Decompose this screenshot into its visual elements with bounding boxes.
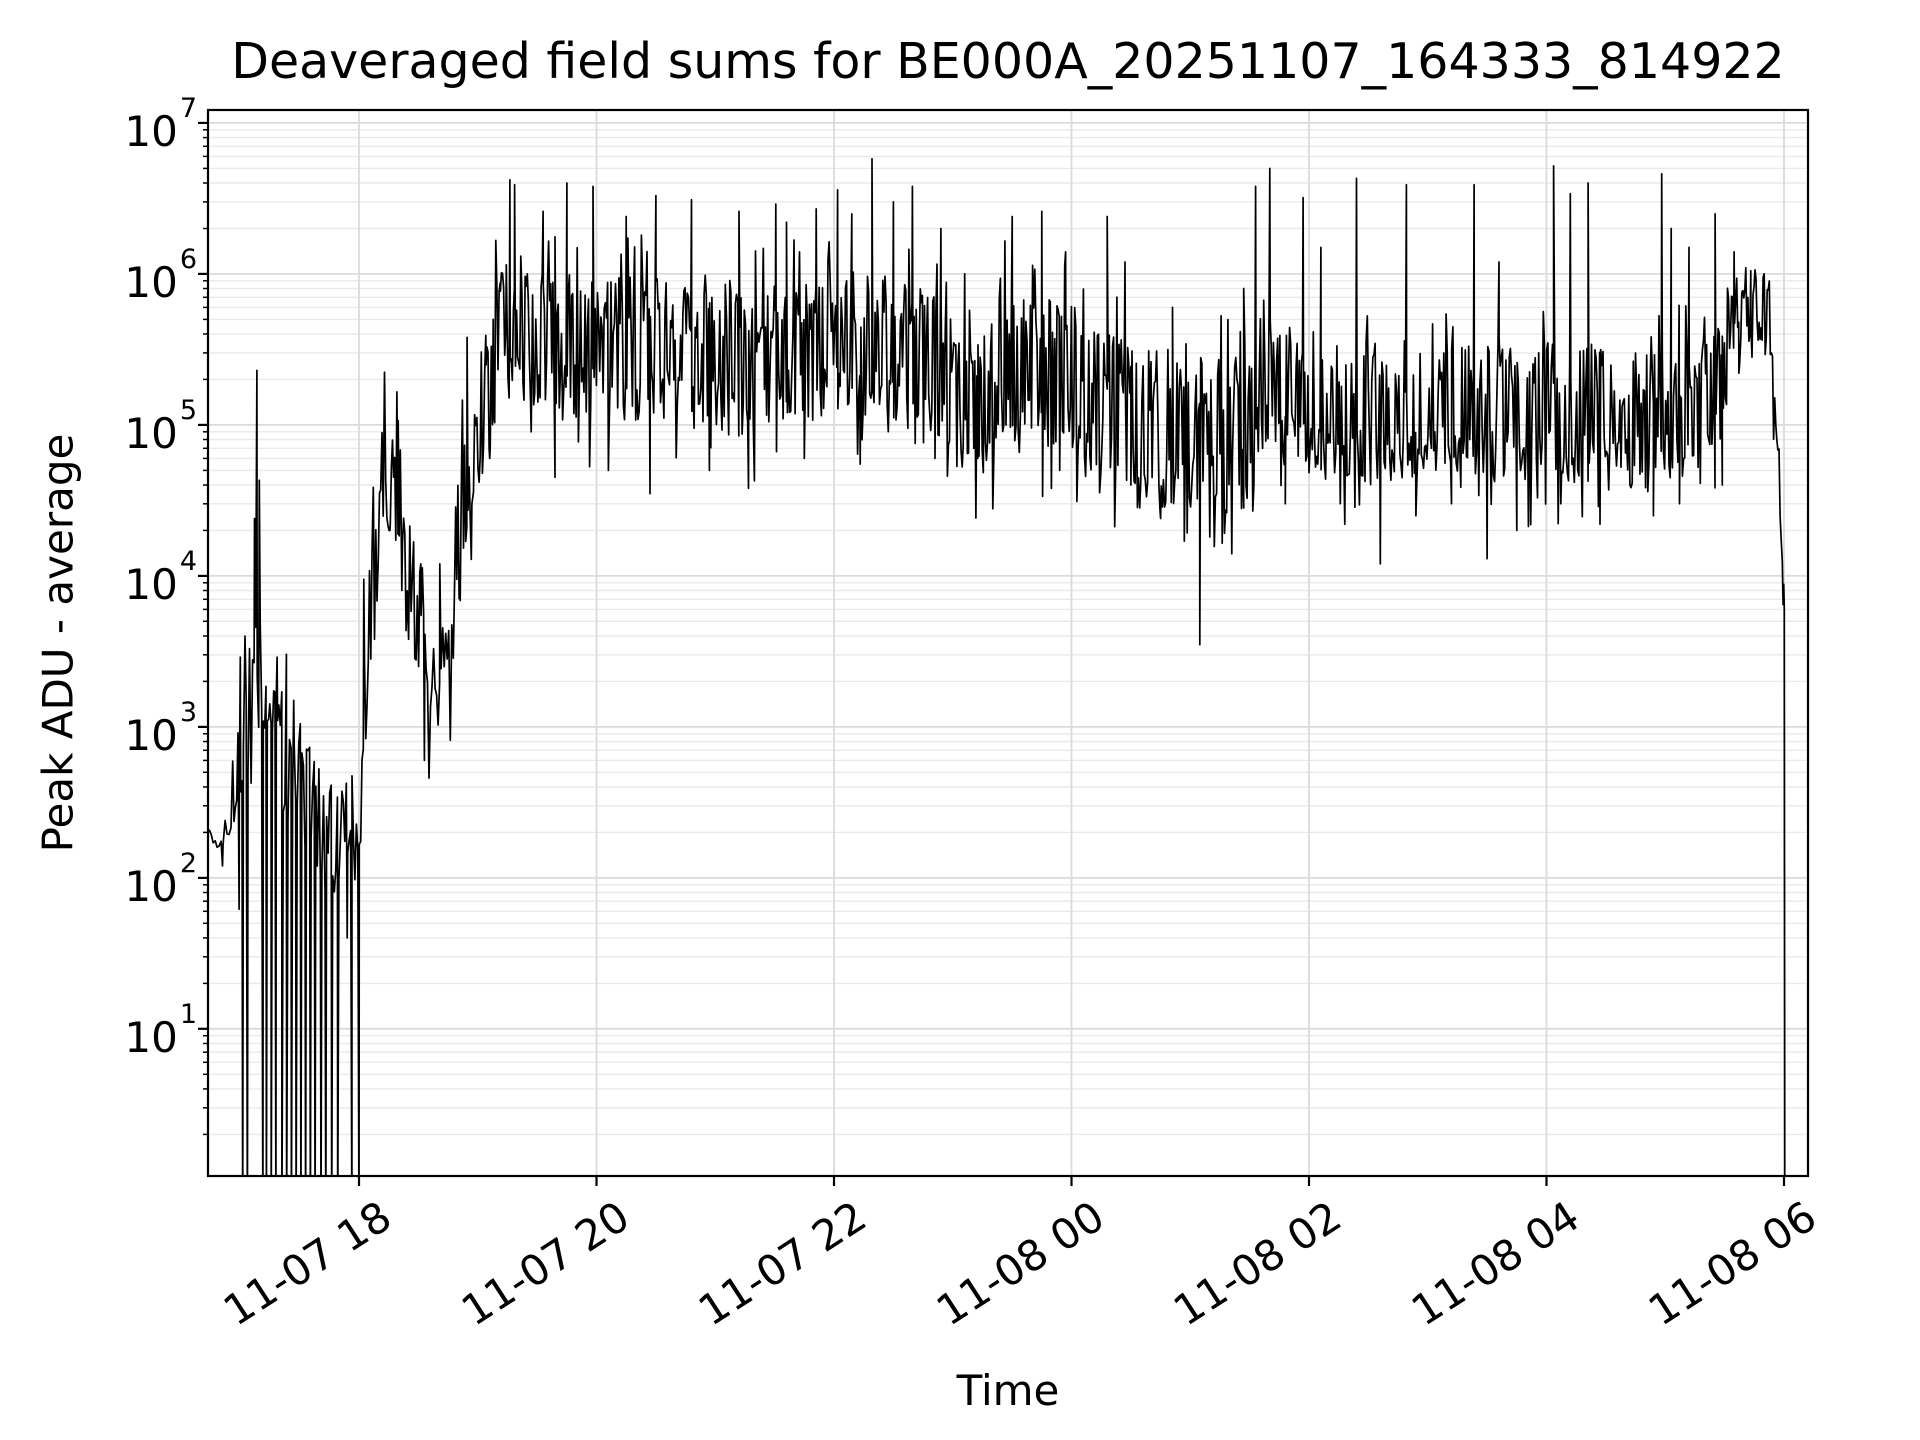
y-tick-label: 106 xyxy=(124,243,197,307)
series-line xyxy=(208,157,1786,1176)
chart-title: Deaveraged field sums for BE000A_2025110… xyxy=(231,33,1785,90)
y-tick-label: 103 xyxy=(124,696,197,760)
y-tick-label: 101 xyxy=(124,998,197,1062)
y-tick-label: 105 xyxy=(124,394,197,458)
axis-ticks xyxy=(198,121,1786,1186)
y-tick-label: 104 xyxy=(124,545,197,609)
x-axis-label: Time xyxy=(956,1366,1060,1415)
plot-spines xyxy=(206,108,1810,1178)
y-tick-label: 102 xyxy=(124,847,197,911)
y-axis-label: Peak ADU - average xyxy=(33,433,83,853)
y-tick-label: 107 xyxy=(124,92,197,156)
